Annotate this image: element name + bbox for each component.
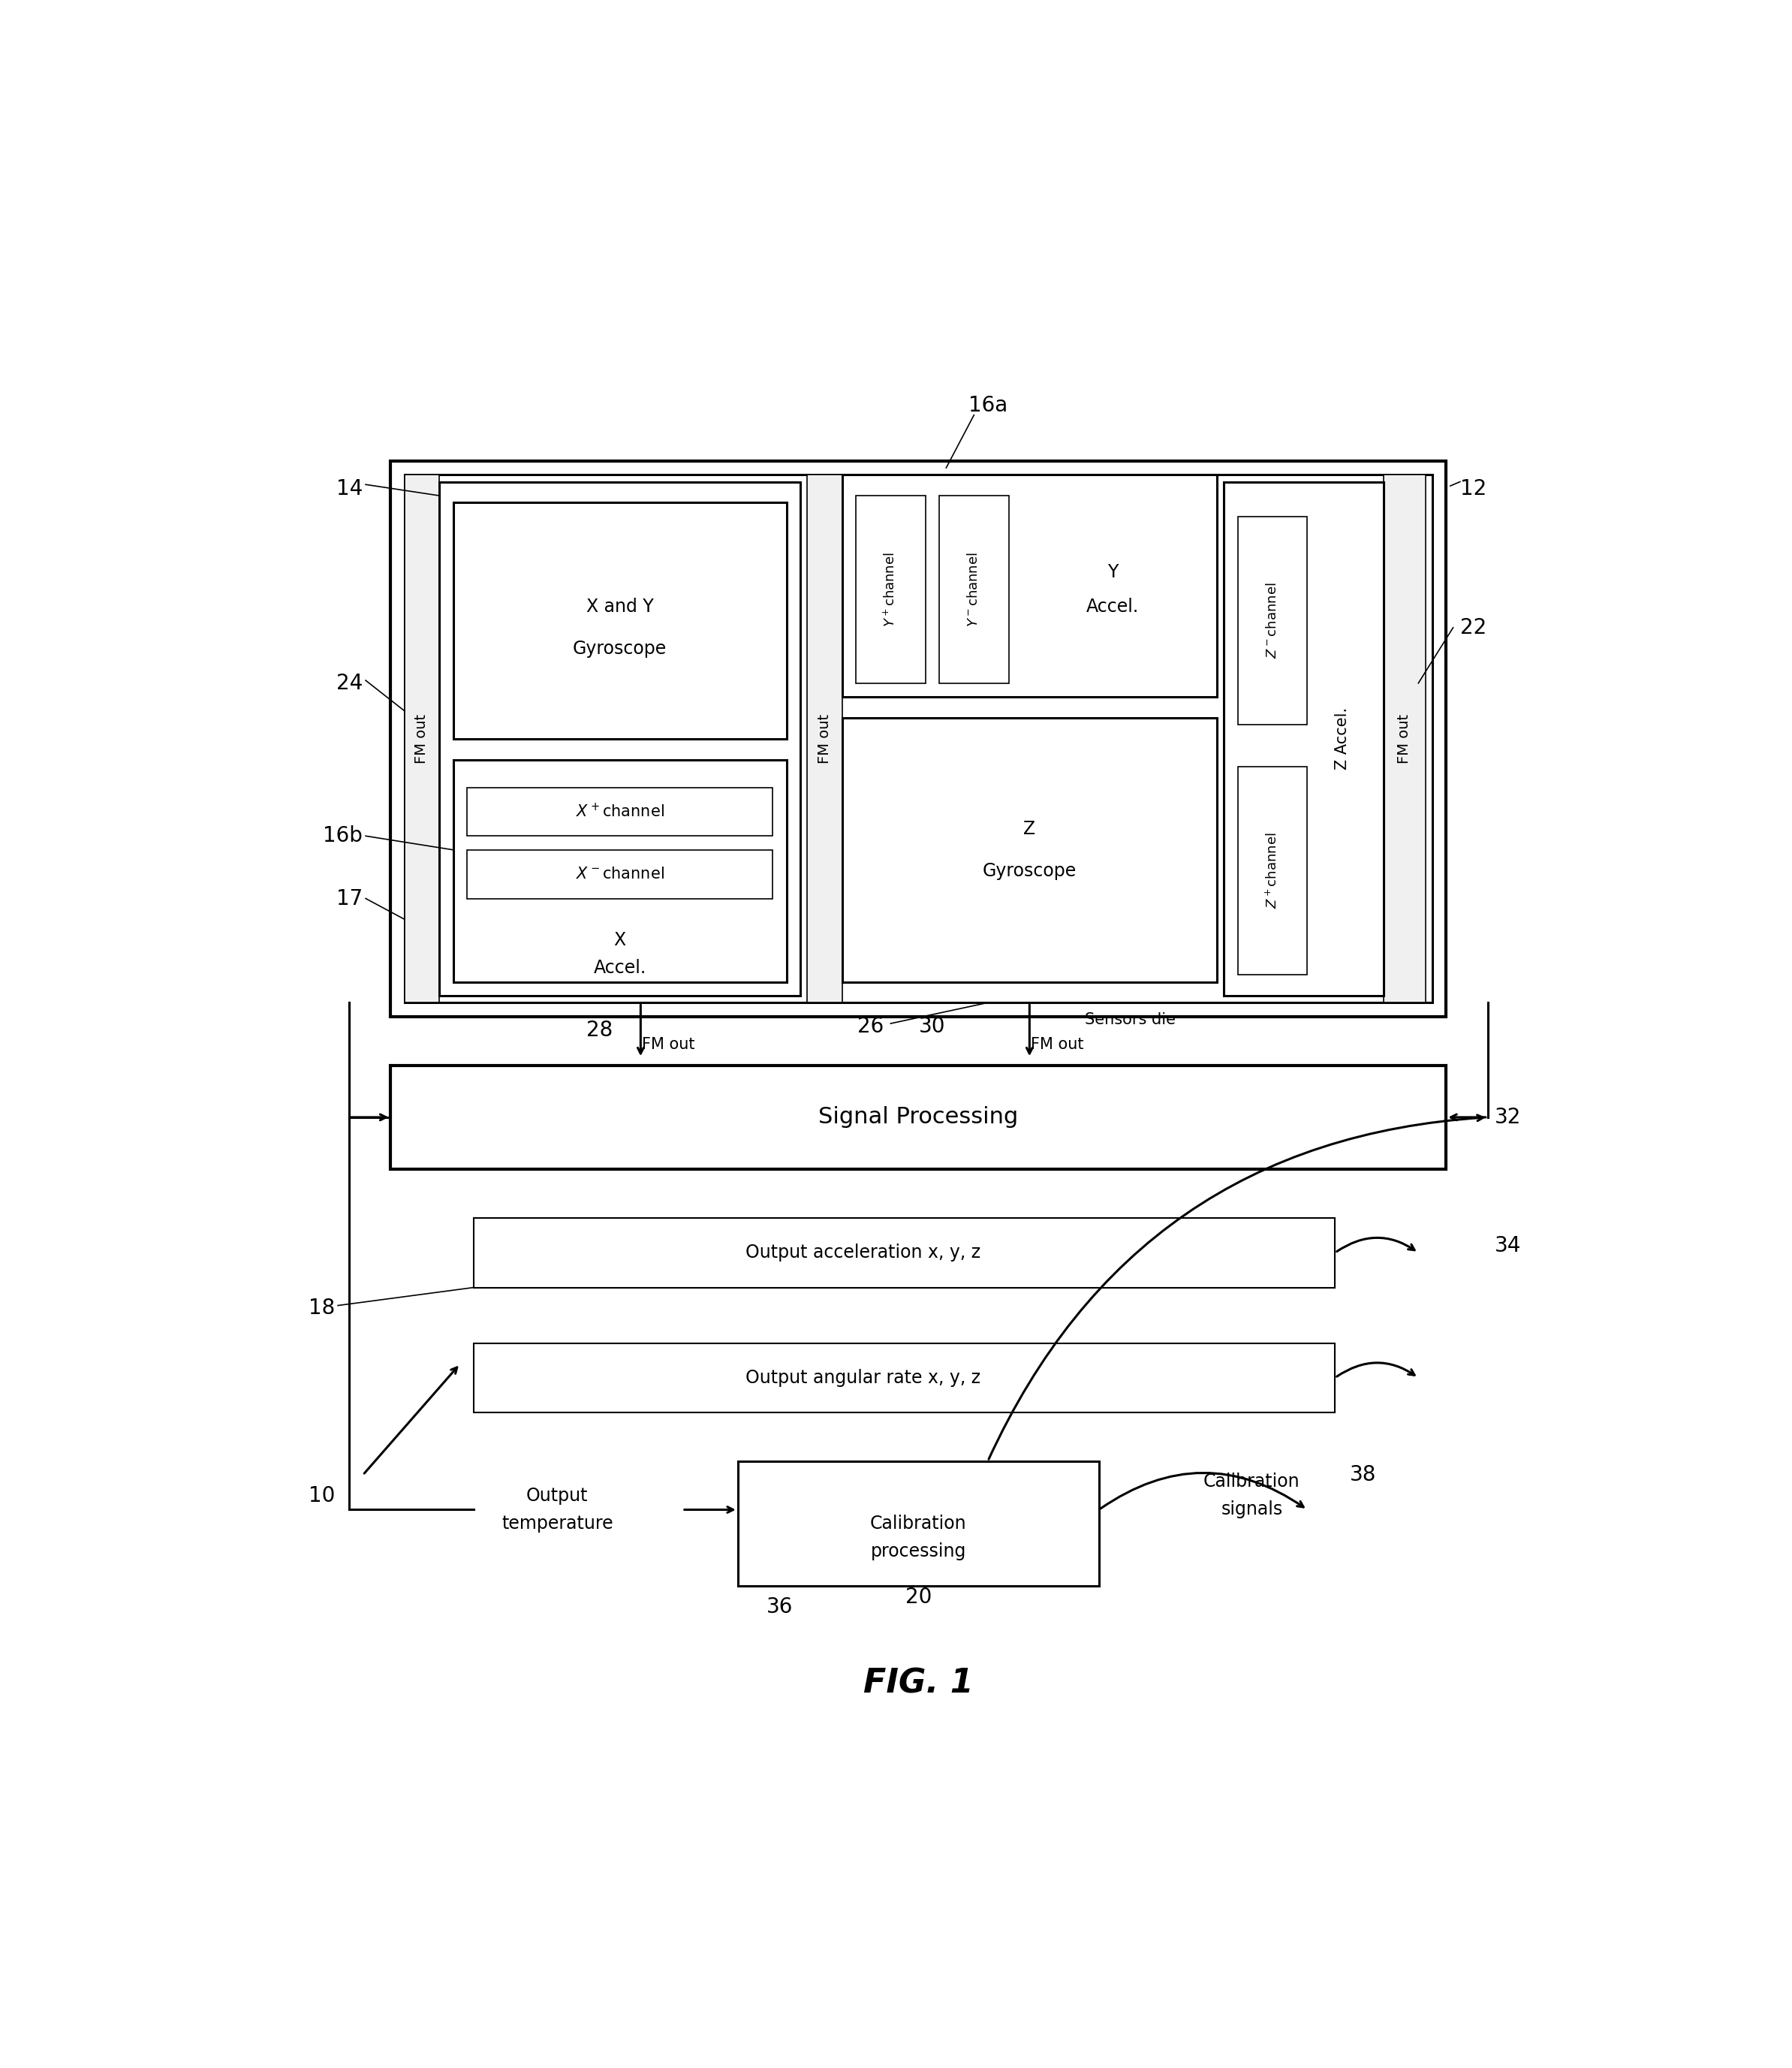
- Text: Output: Output: [527, 1487, 588, 1506]
- Text: Sensors die: Sensors die: [1086, 1013, 1176, 1028]
- Text: FM out: FM out: [1030, 1036, 1084, 1053]
- Text: 36: 36: [767, 1596, 792, 1617]
- Text: X: X: [613, 931, 625, 949]
- Text: 17: 17: [337, 887, 362, 910]
- Text: Gyroscope: Gyroscope: [982, 862, 1077, 879]
- Text: FIG. 1: FIG. 1: [864, 1667, 973, 1700]
- Text: X and Y: X and Y: [586, 598, 654, 616]
- Text: Accel.: Accel.: [1086, 598, 1140, 616]
- Text: Calibration: Calibration: [871, 1514, 966, 1532]
- Text: $Z^-$channel: $Z^-$channel: [1265, 583, 1279, 660]
- Text: Signal Processing: Signal Processing: [819, 1106, 1018, 1129]
- Text: Accel.: Accel.: [593, 960, 647, 976]
- Text: $X^+$channel: $X^+$channel: [575, 802, 665, 821]
- Text: $Y^+$channel: $Y^+$channel: [883, 552, 898, 627]
- Bar: [468, 788, 772, 835]
- Bar: [453, 759, 787, 982]
- Text: $Y^-$channel: $Y^-$channel: [968, 552, 980, 627]
- Text: Z Accel.: Z Accel.: [1335, 707, 1349, 769]
- Text: processing: processing: [871, 1543, 966, 1561]
- Text: 26: 26: [857, 1015, 883, 1036]
- Bar: [1238, 767, 1308, 974]
- Text: 24: 24: [337, 672, 362, 693]
- Text: FM out: FM out: [817, 713, 831, 763]
- Bar: [405, 476, 439, 1003]
- Text: Calibration: Calibration: [1204, 1472, 1299, 1491]
- Bar: [842, 476, 1217, 697]
- Bar: [439, 482, 801, 995]
- Text: 18: 18: [308, 1299, 335, 1319]
- Text: 16a: 16a: [968, 395, 1007, 416]
- Bar: [468, 850, 772, 898]
- Text: 14: 14: [337, 478, 362, 498]
- Bar: [391, 461, 1446, 1017]
- Text: Output acceleration x, y, z: Output acceleration x, y, z: [745, 1243, 980, 1261]
- Text: Z: Z: [1023, 821, 1036, 838]
- Bar: [391, 1065, 1446, 1168]
- Bar: [939, 496, 1009, 682]
- Bar: [473, 1218, 1335, 1288]
- Bar: [453, 503, 787, 738]
- Text: Y: Y: [1107, 562, 1118, 581]
- Bar: [1224, 482, 1383, 995]
- Bar: [842, 718, 1217, 982]
- Text: 30: 30: [919, 1015, 946, 1036]
- Bar: [1238, 517, 1308, 726]
- Text: FM out: FM out: [1398, 713, 1412, 763]
- Text: Gyroscope: Gyroscope: [573, 639, 667, 658]
- Text: 32: 32: [1495, 1106, 1521, 1127]
- Text: $Z^+$channel: $Z^+$channel: [1265, 833, 1279, 908]
- Text: 34: 34: [1495, 1235, 1521, 1255]
- Text: 22: 22: [1460, 616, 1487, 639]
- Text: 16b: 16b: [323, 825, 362, 846]
- Text: FM out: FM out: [414, 713, 428, 763]
- Text: $X^-$channel: $X^-$channel: [575, 866, 665, 881]
- Text: 28: 28: [586, 1020, 613, 1040]
- Text: 38: 38: [1349, 1464, 1376, 1485]
- Text: Output angular rate x, y, z: Output angular rate x, y, z: [745, 1369, 980, 1388]
- Text: 12: 12: [1460, 478, 1487, 498]
- Bar: [808, 476, 842, 1003]
- Bar: [473, 1342, 1335, 1412]
- Text: 20: 20: [905, 1586, 932, 1607]
- Text: 10: 10: [308, 1485, 335, 1506]
- Bar: [405, 476, 1432, 1003]
- Text: signals: signals: [1220, 1501, 1283, 1518]
- Text: temperature: temperature: [502, 1514, 613, 1532]
- Text: FM out: FM out: [642, 1036, 695, 1053]
- Bar: [857, 496, 925, 682]
- Bar: [738, 1462, 1098, 1586]
- Bar: [1383, 476, 1425, 1003]
